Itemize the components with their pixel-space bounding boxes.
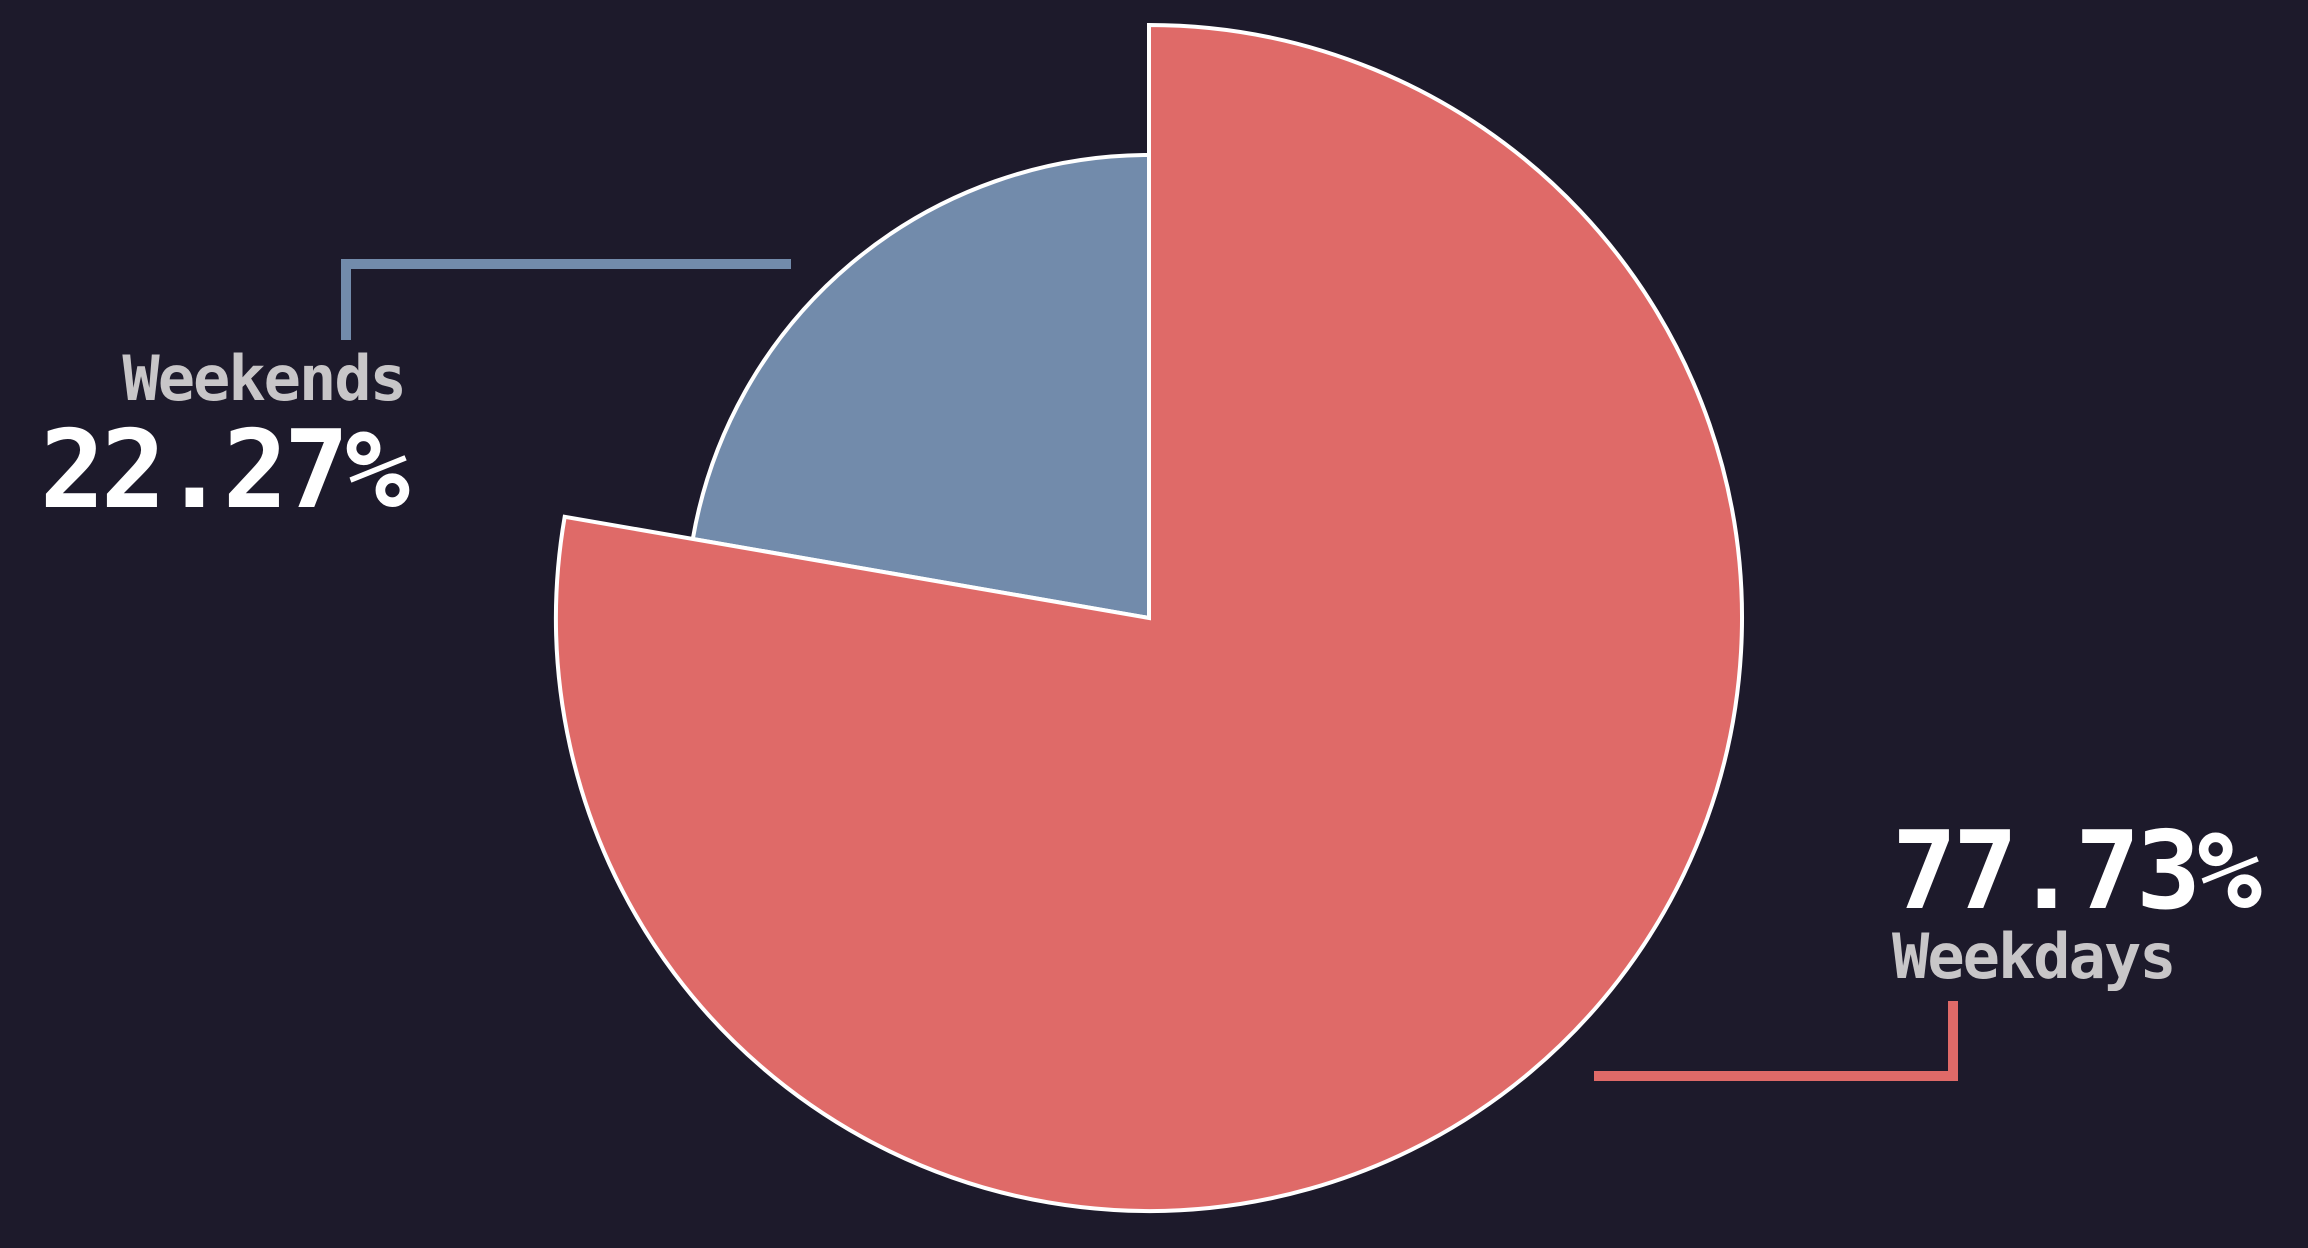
leader-line-weekdays <box>1594 1001 1958 1081</box>
leader-line-weekends <box>341 259 791 340</box>
slice-value-weekdays: 77.73% <box>1892 809 2262 934</box>
pie-slice-weekends <box>690 152 1151 621</box>
slice-label-weekdays: Weekdays <box>1892 920 2177 993</box>
slice-label-weekends: Weekends <box>122 342 407 415</box>
pie-slice-weekdays <box>554 22 1745 1213</box>
slice-value-weekends: 22.27% <box>39 408 410 533</box>
